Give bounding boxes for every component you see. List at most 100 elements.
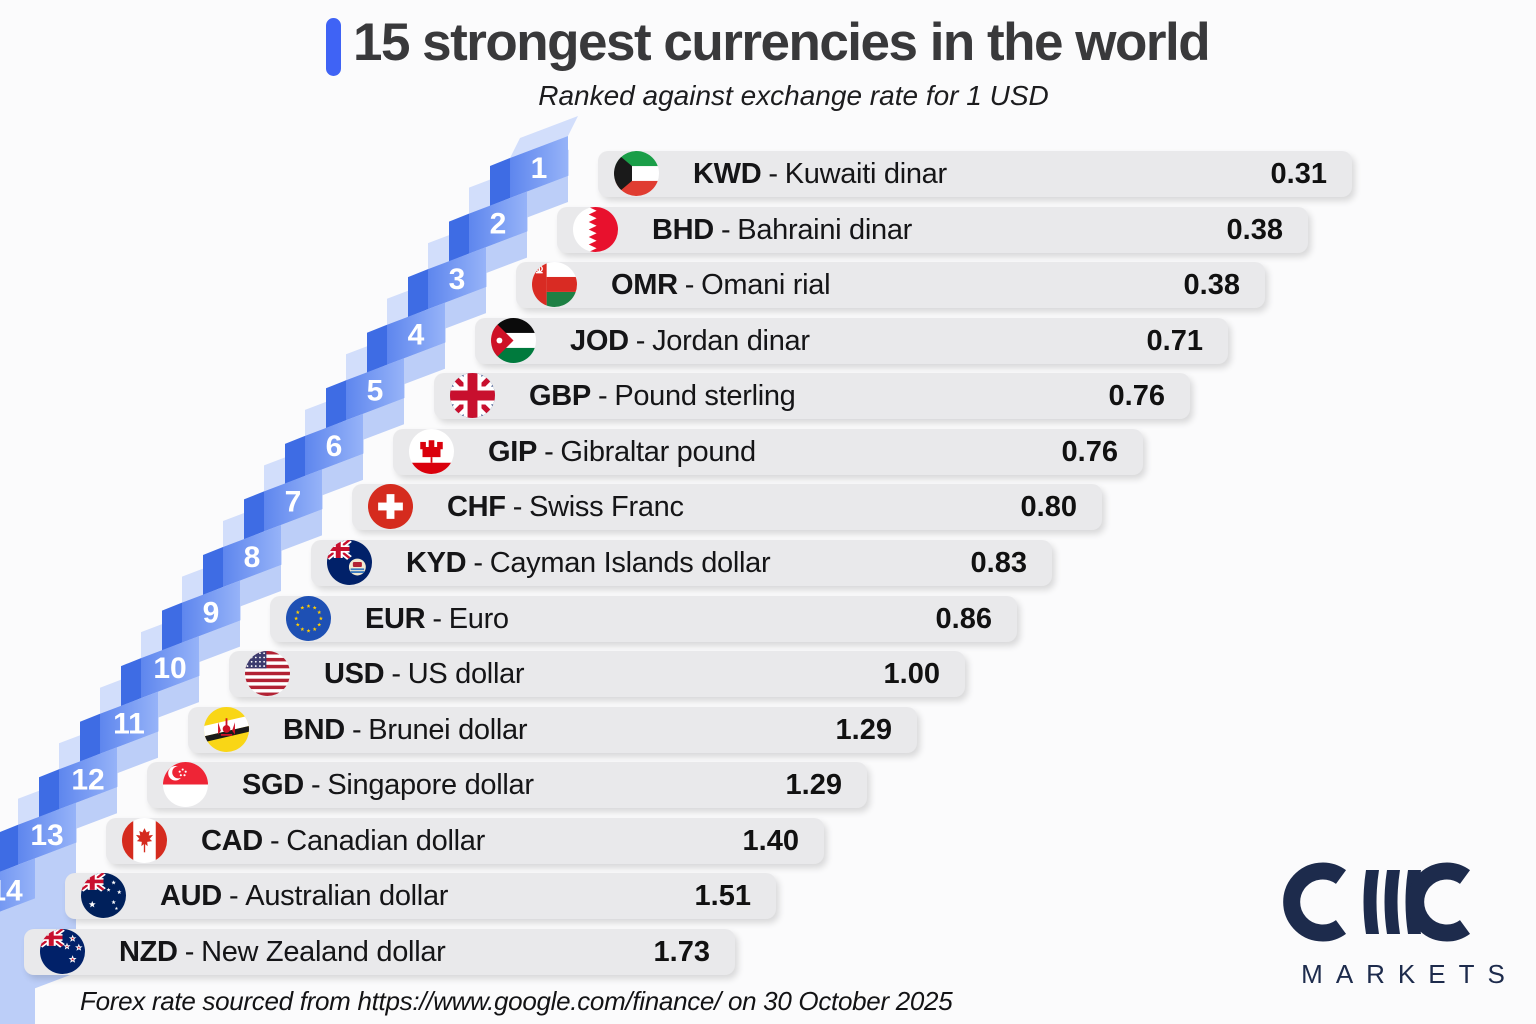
exchange-rate-value: 1.00 [883, 658, 940, 690]
step-rank-number: 13 [30, 819, 63, 852]
title-accent-bar [326, 18, 341, 76]
separator: - [351, 714, 362, 746]
logo-wordmark: MARKETS [1301, 959, 1518, 989]
step-rank-number: 4 [408, 319, 425, 352]
ca-flag-icon [122, 818, 167, 863]
bn-flag-icon [204, 707, 249, 752]
currency-row-nzd: NZD - New Zealand dollar 1.73 [24, 929, 735, 975]
currency-label: KYD - Cayman Islands dollar [406, 540, 771, 586]
currency-row-aud: AUD - Australian dollar 1.51 [65, 873, 776, 919]
exchange-rate-value: 0.31 [1270, 158, 1327, 190]
currency-label: AUD - Australian dollar [160, 873, 448, 919]
step-rank-number: 11 [113, 708, 145, 741]
currency-name: Swiss Franc [529, 491, 684, 523]
currency-row-jod: JOD - Jordan dinar 0.71 [475, 318, 1228, 364]
exchange-rate-value: 1.51 [694, 880, 751, 912]
separator: - [184, 936, 195, 968]
currency-code: GBP [529, 380, 591, 412]
separator: - [512, 491, 523, 523]
currency-code: OMR [611, 269, 678, 301]
currency-row-kyd: KYD - Cayman Islands dollar 0.83 [311, 540, 1052, 586]
source-note: Forex rate sourced from https://www.goog… [80, 986, 953, 1016]
currency-code: JOD [570, 325, 629, 357]
separator: - [635, 325, 646, 357]
currency-name: Australian dollar [245, 880, 449, 912]
currency-label: EUR - Euro [365, 596, 509, 642]
separator: - [768, 158, 778, 190]
currency-code: CAD [201, 825, 263, 857]
sg-flag-icon [163, 762, 208, 807]
currency-row-sgd: SGD - Singapore dollar 1.29 [147, 762, 867, 808]
currency-label: JOD - Jordan dinar [570, 318, 810, 364]
exchange-rate-value: 0.83 [970, 547, 1027, 579]
ky-flag-icon [327, 540, 372, 585]
au-flag-icon [81, 873, 126, 918]
currency-name: Singapore dollar [327, 769, 534, 801]
exchange-rate-value: 0.76 [1108, 380, 1165, 412]
step-rank-number: 6 [326, 430, 343, 463]
step-rank-number: 7 [285, 485, 302, 518]
currency-row-kwd: KWD - Kuwaiti dinar 0.31 [598, 151, 1352, 197]
currency-code: CHF [447, 491, 506, 523]
exchange-rate-value: 1.29 [785, 769, 842, 801]
nz-flag-icon [40, 929, 85, 974]
currency-label: BND - Brunei dollar [283, 707, 528, 753]
separator: - [720, 214, 731, 246]
currency-label: CHF - Swiss Franc [447, 484, 684, 530]
currency-row-gip: GIP - Gibraltar pound 0.76 [393, 429, 1143, 475]
currency-name: Kuwaiti dinar [784, 158, 947, 190]
page-title: 15 strongest currencies in the world [353, 13, 1211, 72]
exchange-rate-value: 0.71 [1146, 325, 1203, 357]
currency-row-chf: CHF - Swiss Franc 0.80 [352, 484, 1102, 530]
currency-label: GBP - Pound sterling [529, 373, 796, 419]
currency-label: SGD - Singapore dollar [242, 762, 534, 808]
currency-row-omr: OMR - Omani rial 0.38 [516, 262, 1265, 308]
currency-row-eur: EUR - Euro 0.86 [270, 596, 1017, 642]
step-rank-number: 12 [71, 763, 104, 796]
step-rank-number: 8 [244, 541, 261, 574]
currency-code: USD [324, 658, 385, 690]
currency-code: SGD [242, 769, 304, 801]
step-rank-number: 14 [0, 874, 23, 907]
currency-name: Canadian dollar [286, 825, 485, 857]
kw-flag-icon [614, 151, 659, 196]
currency-name: US dollar [407, 658, 525, 690]
currency-code: KYD [406, 547, 467, 579]
exchange-rate-value: 0.80 [1020, 491, 1077, 523]
om-flag-icon [532, 262, 577, 307]
currency-code: BND [283, 714, 345, 746]
currency-name: Bahraini dinar [737, 214, 913, 246]
separator: - [597, 380, 608, 412]
separator: - [473, 547, 483, 579]
currency-code: EUR [365, 603, 426, 635]
step-rank-number: 10 [153, 652, 186, 685]
step-rank-number: 1 [531, 152, 548, 185]
cmc-markets-logo: MARKETS [1278, 856, 1528, 990]
currency-code: KWD [693, 158, 762, 190]
separator: - [228, 880, 239, 912]
subtitle: Ranked against exchange rate for 1 USD [538, 80, 1049, 111]
header: 15 strongest currencies in the world Ran… [326, 12, 1261, 112]
separator: - [391, 658, 401, 690]
exchange-rate-value: 0.76 [1061, 436, 1118, 468]
currency-label: NZD - New Zealand dollar [119, 929, 446, 975]
separator: - [544, 436, 554, 468]
currency-row-gbp: GBP - Pound sterling 0.76 [434, 373, 1190, 419]
gb-flag-icon [450, 373, 495, 418]
jo-flag-icon [491, 318, 536, 363]
ch-flag-icon [368, 484, 413, 529]
currency-name: Jordan dinar [652, 325, 810, 357]
currency-label: USD - US dollar [324, 651, 525, 697]
currency-row-usd: USD - US dollar 1.00 [229, 651, 965, 697]
currency-code: NZD [119, 936, 178, 968]
currency-row-cad: CAD - Canadian dollar 1.40 [106, 818, 824, 864]
currency-name: Euro [448, 603, 509, 635]
bh-flag-icon [573, 207, 618, 252]
currency-label: OMR - Omani rial [611, 262, 831, 308]
separator: - [432, 603, 442, 635]
currency-label: CAD - Canadian dollar [201, 818, 485, 864]
exchange-rate-value: 1.40 [742, 825, 799, 857]
separator: - [269, 825, 280, 857]
currency-row-bnd: BND - Brunei dollar 1.29 [188, 707, 917, 753]
